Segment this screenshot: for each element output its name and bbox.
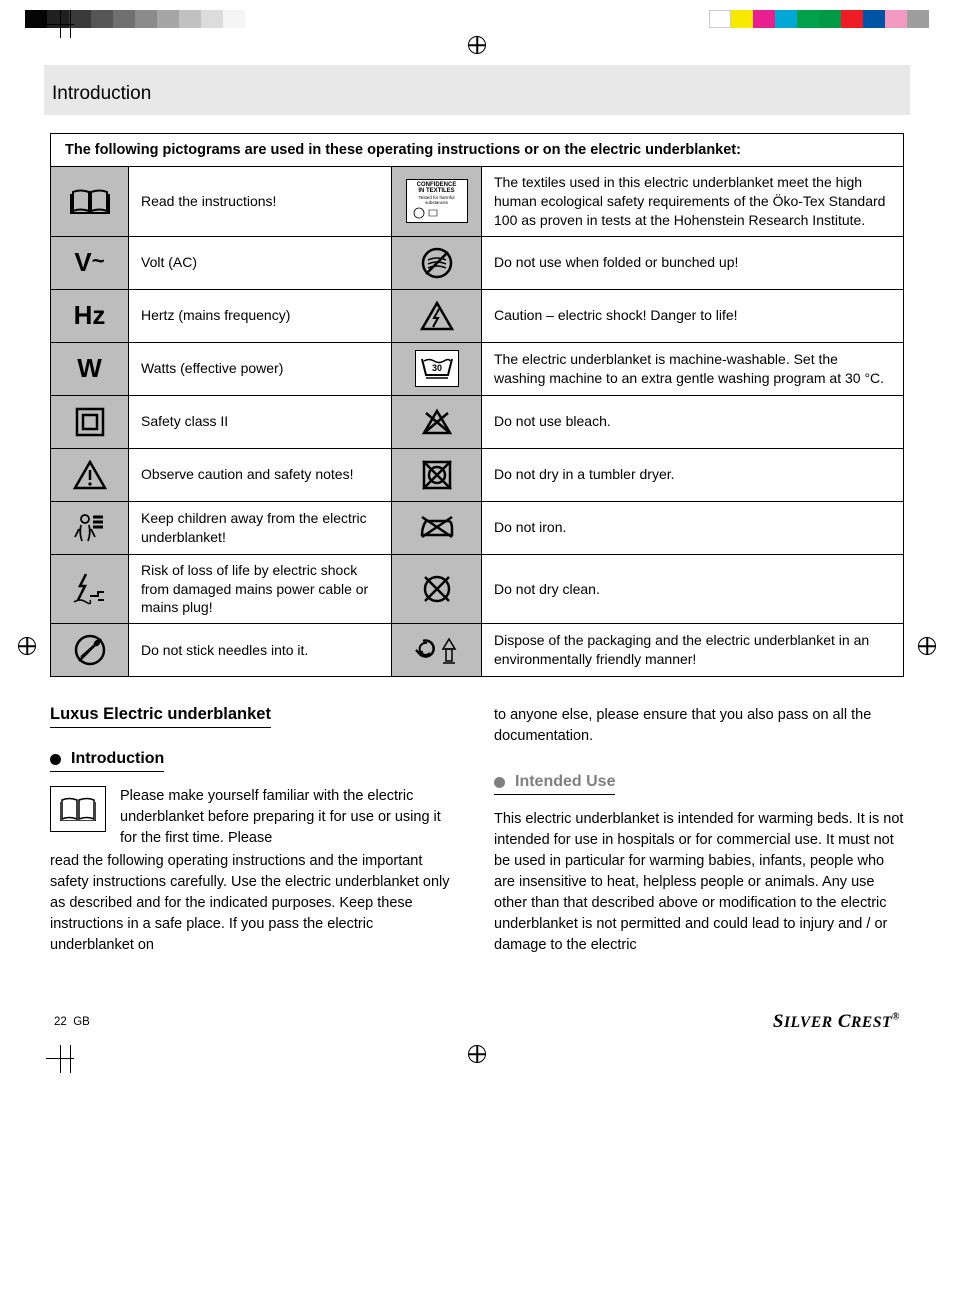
pictogram-row: Safety class II Do not use bleach. [51, 396, 903, 449]
pictogram-icon-left [51, 167, 129, 236]
product-title: Luxus Electric underblanket [50, 705, 271, 728]
page-number: 22 GB [54, 1016, 90, 1028]
page-header: Introduction [44, 65, 910, 115]
pictogram-text-right: The electric underblanket is machine-was… [482, 343, 903, 395]
pictogram-text-right: Caution – electric shock! Danger to life… [482, 290, 903, 342]
pictogram-row: V~Volt (AC) Do not use when folded or bun… [51, 237, 903, 290]
pictogram-icon-left [51, 449, 129, 501]
pictogram-text-left: Do not stick needles into it. [129, 624, 392, 676]
pictogram-text-right: Do not dry in a tumbler dryer. [482, 449, 903, 501]
pictogram-text-right: Do not use when folded or bunched up! [482, 237, 903, 289]
intro-body-text: read the following operating instruction… [50, 851, 460, 956]
pictogram-text-left: Hertz (mains frequency) [129, 290, 392, 342]
pictogram-text-right: Do not iron. [482, 502, 903, 554]
pictogram-text-left: Risk of loss of life by electric shock f… [129, 555, 392, 624]
section-heading-intended-use: Intended Use [494, 773, 615, 795]
pictogram-text-right: Do not use bleach. [482, 396, 903, 448]
pictogram-row: Observe caution and safety notes! Do not … [51, 449, 903, 502]
pictogram-text-right: Do not dry clean. [482, 555, 903, 624]
pictogram-icon-left: W [51, 343, 129, 395]
pictogram-text-right: Dispose of the packaging and the electri… [482, 624, 903, 676]
pictogram-text-left: Safety class II [129, 396, 392, 448]
pictogram-icon-left: Hz [51, 290, 129, 342]
pictogram-text-left: Keep children away from the electric und… [129, 502, 392, 554]
col2-lead-text: to anyone else, please ensure that you a… [494, 705, 904, 747]
section-heading-introduction: Introduction [50, 750, 164, 772]
printer-color-bars [25, 10, 954, 30]
pictogram-text-left: Read the instructions! [129, 167, 392, 236]
pictogram-text-left: Observe caution and safety notes! [129, 449, 392, 501]
pictogram-text-left: Volt (AC) [129, 237, 392, 289]
pictogram-icon-right [392, 237, 482, 289]
page-title: Introduction [52, 83, 910, 105]
pictogram-icon-right [392, 502, 482, 554]
pictogram-row: HzHertz (mains frequency) Caution – elect… [51, 290, 903, 343]
intended-use-text: This electric underblanket is intended f… [494, 809, 904, 956]
pictogram-icon-right [392, 624, 482, 676]
brand-logo: SILVER CREST® [773, 1011, 900, 1033]
pictogram-icon-left [51, 396, 129, 448]
pictogram-text-right: The textiles used in this electric under… [482, 167, 903, 236]
svg-text:30: 30 [431, 363, 441, 373]
pictogram-icon-left [51, 624, 129, 676]
pictogram-row: Keep children away from the electric und… [51, 502, 903, 555]
pictogram-icon-right: 30 [392, 343, 482, 395]
intro-lead-text: Please make yourself familiar with the e… [120, 786, 460, 849]
pictogram-row: Do not stick needles into it. Dispose of … [51, 624, 903, 676]
pictogram-text-left: Watts (effective power) [129, 343, 392, 395]
pictogram-caption: The following pictograms are used in the… [51, 134, 903, 167]
pictogram-icon-left [51, 502, 129, 554]
pictogram-icon-left [51, 555, 129, 624]
pictogram-icon-left: V~ [51, 237, 129, 289]
pictogram-icon-right [392, 396, 482, 448]
pictogram-row: Read the instructions!CONFIDENCEIN TEXTI… [51, 167, 903, 237]
pictogram-icon-right [392, 290, 482, 342]
pictogram-row: Risk of loss of life by electric shock f… [51, 555, 903, 625]
read-instructions-icon [50, 786, 106, 832]
pictogram-icon-right [392, 449, 482, 501]
pictogram-table: The following pictograms are used in the… [50, 133, 904, 677]
pictogram-icon-right [392, 555, 482, 624]
pictogram-row: WWatts (effective power) 30 The electric u… [51, 343, 903, 396]
pictogram-icon-right: CONFIDENCEIN TEXTILESTested for harmful … [392, 167, 482, 236]
